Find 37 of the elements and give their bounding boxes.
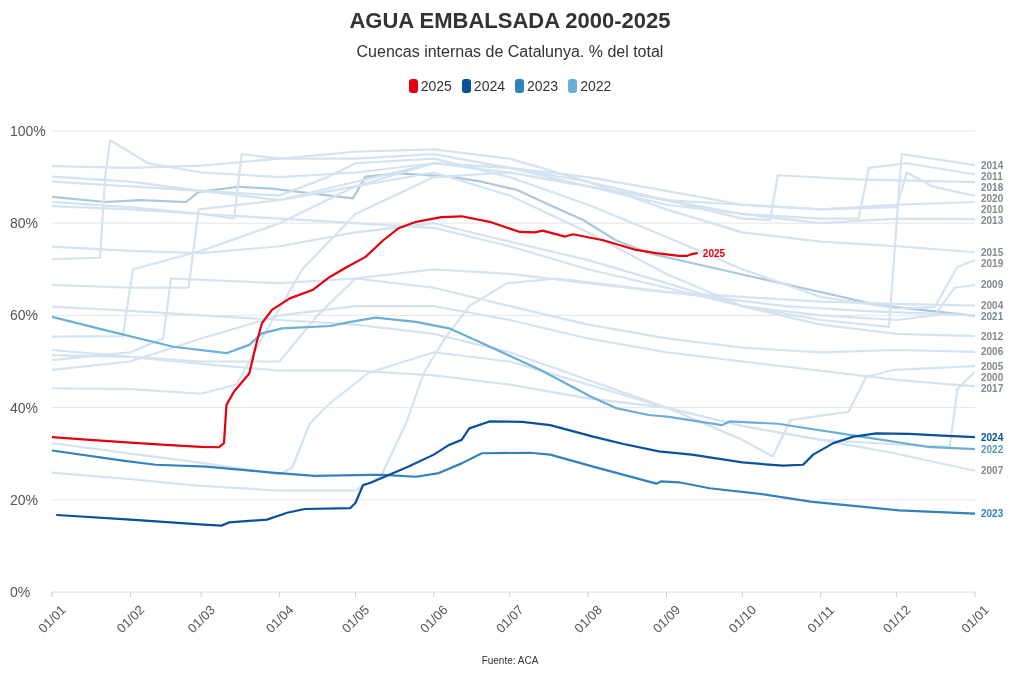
series-label: 2017 <box>981 382 1004 394</box>
line-series <box>55 420 975 527</box>
series-label: 2004 <box>981 300 1004 312</box>
series-label: 2014 <box>981 159 1004 171</box>
y-tick-label: 60% <box>10 307 39 324</box>
y-tick-label: 40% <box>10 399 39 416</box>
series-label: 2013 <box>981 214 1004 226</box>
legend-label: 2025 <box>420 78 452 94</box>
series-label: 2006 <box>981 346 1004 358</box>
y-tick-label: 0% <box>10 583 31 600</box>
chart-title: AGUA EMBALSADA 2000-2025 <box>348 8 672 34</box>
text: 2024 <box>981 431 1004 443</box>
series-label: 2000 <box>981 371 1004 383</box>
y-tick-label: 20% <box>10 491 39 508</box>
series-label: 2007 <box>981 465 1004 477</box>
series-label: 2005 <box>981 360 1004 372</box>
series-label: 2019 <box>981 257 1004 269</box>
series-label: 2020 <box>981 192 1004 204</box>
text: 2023 <box>981 508 1004 520</box>
y-tick-label: 80% <box>10 215 39 232</box>
y-tick-label: 100% <box>10 122 46 139</box>
line-series <box>52 449 975 515</box>
series-label: 2010 <box>981 203 1004 215</box>
legend-label: 2023 <box>527 78 559 94</box>
series-label: 2012 <box>981 330 1004 342</box>
series-label: 2011 <box>981 170 1004 182</box>
line-series <box>52 215 698 449</box>
series-label: 2021 <box>981 311 1004 323</box>
chart-subtitle: Cuencas internas de Catalunya. % del total <box>355 43 665 61</box>
series-label: 2009 <box>981 279 1004 291</box>
series-label: 2018 <box>981 181 1004 193</box>
legend-label: 2022 <box>580 78 612 94</box>
text: 2022 <box>981 443 1004 455</box>
source-note: Fuente: ACA <box>480 655 540 666</box>
series-label: 2015 <box>981 246 1004 258</box>
legend-label: 2024 <box>473 78 505 94</box>
text: 2025 <box>702 247 726 259</box>
